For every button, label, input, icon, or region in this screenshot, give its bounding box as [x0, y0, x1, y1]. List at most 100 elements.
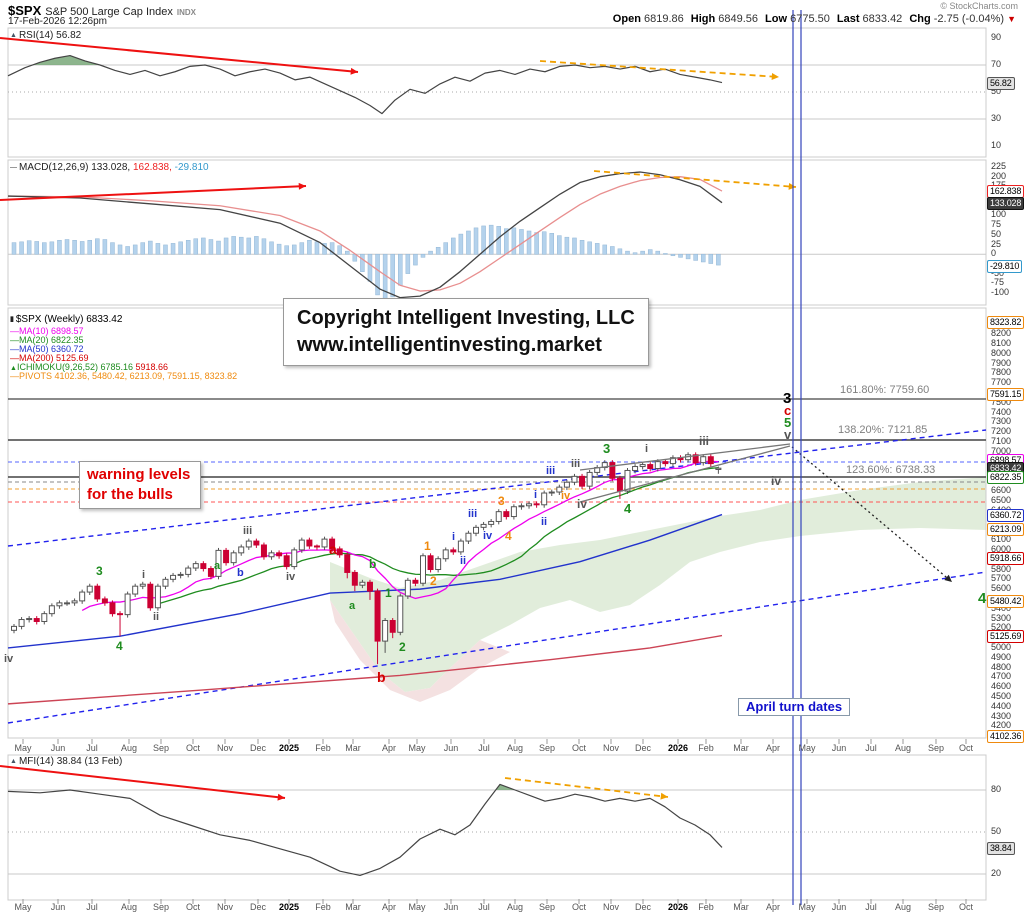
macd-histogram-bar [193, 238, 199, 255]
macd-histogram-bar [72, 240, 77, 255]
macd-histogram-bar [625, 250, 630, 255]
red-trend-arrow-head [298, 182, 306, 190]
macd-histogram-bar [132, 244, 138, 255]
candle-body [647, 464, 654, 469]
macd-signal-line [7, 176, 723, 292]
macd-histogram-bar [223, 237, 229, 255]
wedge-trendline [579, 443, 791, 471]
macd-histogram-bar [685, 253, 691, 260]
candle-body [654, 461, 661, 469]
macd-histogram-bar [602, 244, 608, 255]
candle-body [71, 600, 78, 604]
candle-body [109, 602, 116, 615]
candle-body [624, 469, 631, 492]
red-trend-arrow-head [350, 67, 358, 75]
quote-last-value: 6833.42 [859, 13, 903, 25]
macd-legend-main: MACD(12,26,9) 133.028, [19, 162, 131, 173]
macd-histogram-bar [663, 253, 668, 255]
orange-dashed-arrow [504, 777, 669, 798]
macd-histogram-bar [360, 253, 365, 272]
quote-last-label: Last [836, 13, 860, 25]
macd-histogram-bar [163, 244, 168, 255]
projection-arrow-head [944, 574, 952, 582]
ma20-legend-text: MA(20) 6822.35 [19, 335, 84, 345]
quote-chg-label: Chg [909, 13, 931, 25]
candle-body [207, 568, 214, 577]
macd-histogram-bar [216, 240, 221, 255]
quote-low-label: Low [765, 13, 788, 25]
macd-histogram-bar [178, 241, 183, 255]
candle-body [117, 613, 124, 616]
ma200-line [7, 634, 723, 705]
candle-body [639, 464, 646, 468]
ma50-legend: —MA(50) 6360.72 [10, 344, 84, 355]
candle-body [215, 549, 222, 577]
candle-body [662, 461, 669, 465]
line-icon: — [10, 353, 19, 363]
macd-histogram-bar [632, 252, 638, 255]
candle-body [260, 544, 267, 558]
macd-line [7, 171, 723, 299]
copyright-box: Copyright Intelligent Investing, LLC www… [283, 298, 649, 366]
macd-histogram-bar [11, 242, 17, 255]
candle-body [170, 574, 177, 580]
index-name: S&P 500 Large Cap Index [45, 6, 173, 18]
candle-body [306, 539, 313, 547]
mfi-legend: ▲ MFI(14) 38.84 (13 Feb) [10, 756, 122, 767]
candle-body [154, 585, 161, 609]
candle-body [336, 548, 343, 556]
candle-body [253, 540, 260, 546]
candle-body [86, 585, 93, 593]
candle-body [33, 618, 40, 622]
ichimoku-cloud-pink [330, 600, 510, 702]
triangle-icon: ▲ [10, 365, 17, 372]
macd-histogram-bar [564, 236, 570, 255]
macd-histogram-bar [579, 240, 585, 255]
candle-body [94, 585, 101, 600]
candle-body [473, 526, 480, 534]
macd-histogram-bar [276, 243, 282, 255]
candle-body [359, 581, 366, 586]
symbol: $SPX [8, 3, 42, 18]
candle-body [351, 571, 358, 586]
macd-histogram-bar [670, 253, 676, 257]
red-trend-arrow [0, 185, 307, 201]
line-icon: — [10, 344, 19, 354]
quote-open-label: Open [612, 13, 641, 25]
candle-body [374, 590, 381, 642]
candle-icon: ▮ [10, 316, 14, 323]
copyright-line1: Copyright Intelligent Investing, LLC [297, 307, 635, 329]
line-icon: — [10, 326, 19, 336]
candle-body [503, 511, 510, 518]
macd-histogram-bar [231, 236, 236, 255]
macd-histogram-bar [284, 245, 289, 255]
macd-histogram-bar [269, 241, 274, 255]
macd-histogram-bar [57, 240, 62, 255]
trend-channel-line [7, 571, 987, 724]
macd-histogram-bar [155, 243, 161, 255]
fib-161-label: 161.80%: 7759.60 [840, 384, 930, 396]
macd-histogram-bar [511, 227, 517, 255]
macd-histogram-bar [382, 253, 388, 302]
macd-histogram-bar [610, 246, 615, 255]
copyright-line2: www.intelligentinvesting.market [297, 334, 602, 356]
macd-histogram-bar [125, 246, 130, 255]
change-down-icon: ▼ [1007, 14, 1016, 24]
candle-body [132, 585, 139, 595]
candle-body [563, 481, 570, 488]
macd-histogram-bar [337, 245, 342, 255]
candle-body [412, 579, 419, 584]
macd-histogram-bar [299, 242, 305, 255]
ma20-line [157, 467, 719, 605]
macd-histogram-bar [594, 243, 600, 255]
rsi-legend: ▲ RSI(14) 56.82 [10, 30, 81, 41]
candle-body [329, 538, 336, 550]
macd-legend-signal: 162.838, [130, 162, 172, 173]
candle-body [548, 491, 555, 494]
candle-body [541, 492, 548, 506]
trend-channel-line [7, 429, 987, 547]
candle-body [510, 506, 517, 518]
candle-body [200, 563, 207, 570]
panel-frame-3 [7, 754, 987, 901]
